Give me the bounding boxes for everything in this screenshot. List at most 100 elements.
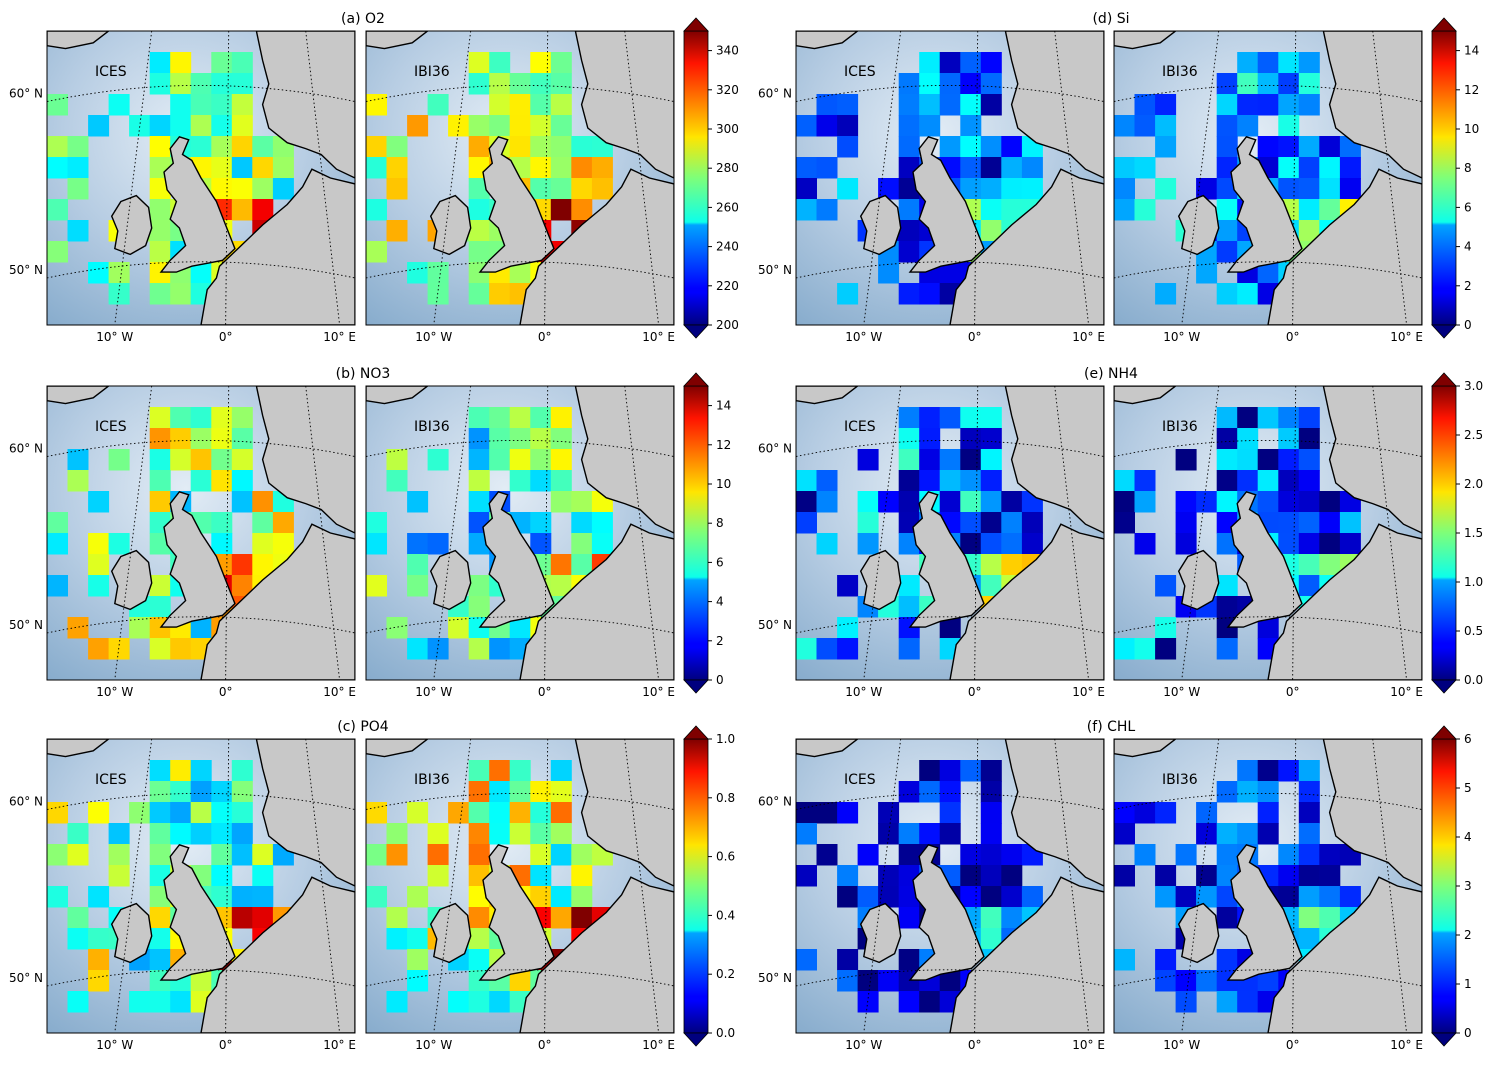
panel-c: (c) PO4 ICES 10° W 0° 10° E 60° N 50° N IBI36 10… (9, 719, 735, 1052)
data-cell (837, 178, 859, 200)
data-cell (1319, 554, 1341, 576)
data-cell (252, 199, 274, 221)
data-cell (939, 73, 961, 95)
data-cell (1319, 907, 1341, 929)
data-cell (1237, 428, 1259, 450)
lat-label: 50° N (758, 263, 792, 277)
data-cell (550, 554, 572, 576)
map-ices: ICES 10° W 0° 10° E 60° N 50° N (758, 30, 1105, 344)
lon-label: 10° E (1390, 685, 1423, 699)
data-cell (878, 802, 900, 824)
data-cell (878, 262, 900, 284)
data-cell (211, 865, 233, 887)
graticule-lon (114, 31, 153, 325)
graticule-lon (624, 386, 660, 680)
land-greenland (1114, 31, 1177, 50)
data-cell (1114, 865, 1135, 887)
data-cell (149, 491, 171, 513)
data-cell (1257, 760, 1279, 782)
data-cell (1257, 407, 1279, 429)
graticule-lat (366, 616, 674, 634)
data-cell (67, 470, 89, 492)
data-cell (530, 52, 552, 74)
data-cell (1298, 136, 1320, 158)
data-cell (129, 802, 151, 824)
lon-label: 10° W (845, 1038, 882, 1052)
data-cell (231, 781, 253, 803)
data-cell (407, 802, 429, 824)
data-cell (530, 94, 552, 116)
data-cell (1001, 844, 1023, 866)
data-cell (1216, 449, 1238, 471)
data-cell (1278, 865, 1300, 887)
map-label: ICES (95, 419, 127, 435)
data-cell (427, 844, 449, 866)
data-cell (1216, 491, 1238, 513)
map-ibi36: IBI36 10° W 0° 10° E (365, 30, 675, 344)
data-cell (468, 638, 490, 660)
lat-label: 60° N (758, 442, 792, 456)
land-continent (519, 168, 674, 325)
graticule-lat (1114, 261, 1422, 279)
data-cell (1237, 407, 1259, 429)
graticule-lat (47, 439, 355, 458)
data-cell (1278, 533, 1300, 555)
colorbar-extend-max (683, 372, 709, 387)
graticule-lon (225, 31, 230, 325)
lon-label: 10° E (323, 1038, 356, 1052)
colorbar-tick-label: 0.0 (716, 1026, 735, 1040)
lat-label: 60° N (9, 795, 43, 809)
data-cell (108, 262, 130, 284)
data-cell (211, 781, 233, 803)
data-cell (1339, 533, 1361, 555)
data-cell (1134, 491, 1156, 513)
data-cell (509, 617, 531, 639)
data-cell (1216, 407, 1238, 429)
data-cell (530, 802, 552, 824)
lon-label: 10° W (96, 685, 133, 699)
data-cell (1001, 533, 1023, 555)
data-cell (1237, 470, 1259, 492)
land-continent (1267, 168, 1422, 325)
land-continent (200, 523, 355, 680)
data-cell (1114, 638, 1135, 660)
map-frame (46, 30, 356, 326)
graticule-lon (305, 31, 341, 325)
data-cell (252, 491, 274, 513)
data-cell (366, 533, 387, 555)
data-cell (1216, 575, 1238, 597)
panel-a: (a) O2 ICES 10° W 0° 10° E 60° N 50° N IBI36 10°… (9, 11, 739, 344)
data-cell (1278, 886, 1300, 908)
data-cell (550, 886, 572, 908)
graticule-lon (1054, 739, 1090, 1033)
colorbar-tick-label: 14 (716, 399, 731, 413)
lon-label: 10° E (1390, 330, 1423, 344)
colorbar-tick-label: 6 (716, 555, 724, 569)
data-cell (939, 823, 961, 845)
data-cell (231, 52, 253, 74)
data-cell (837, 802, 859, 824)
data-cell (272, 178, 294, 200)
data-cell (530, 136, 552, 158)
data-cell (1319, 199, 1341, 221)
graticule-lat (366, 261, 674, 279)
land-ireland (429, 549, 472, 611)
data-cell (1001, 865, 1023, 887)
data-cell (1021, 533, 1043, 555)
data-cell (1001, 554, 1023, 576)
data-cell (939, 262, 961, 284)
data-cell (190, 802, 212, 824)
data-cell (407, 970, 429, 992)
data-cell (47, 136, 68, 158)
map-ices: ICES 10° W 0° 10° E 60° N 50° N (9, 385, 356, 699)
colorbar-tick-label: 0.8 (716, 791, 735, 805)
lat-label: 50° N (9, 263, 43, 277)
data-cell (1001, 136, 1023, 158)
graticule-lon (974, 31, 979, 325)
data-cell (796, 491, 817, 513)
data-cell (468, 760, 490, 782)
data-cell (857, 512, 879, 534)
data-cell (960, 178, 982, 200)
data-cell (1216, 136, 1238, 158)
land-continent (200, 168, 355, 325)
